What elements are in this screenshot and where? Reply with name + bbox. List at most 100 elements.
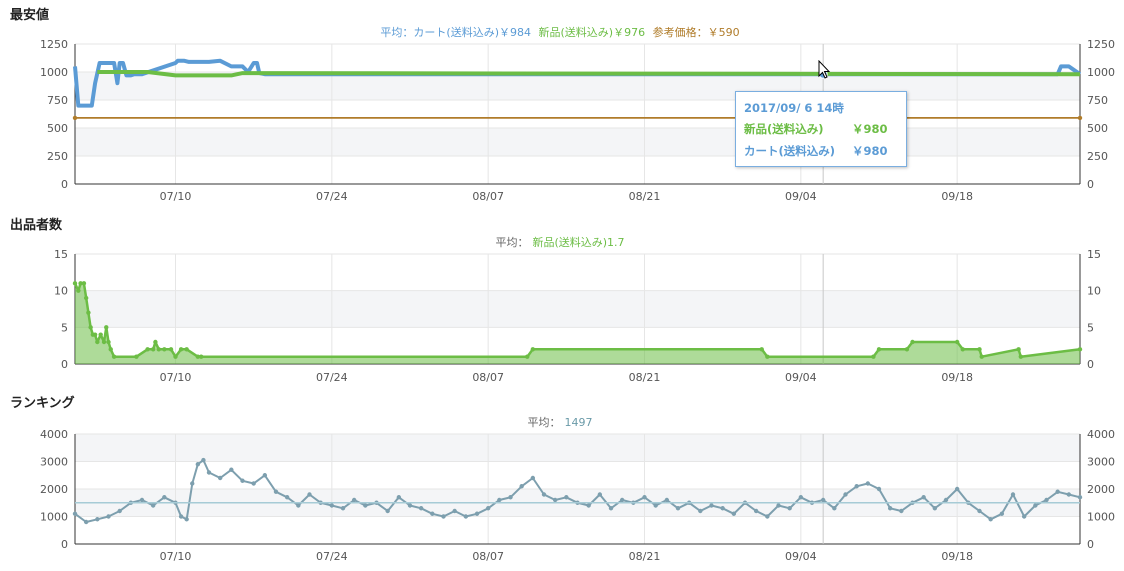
ranking-series-0-point	[709, 503, 714, 508]
price-tooltip: 2017/09/ 6 14時 新品(送料込み) ￥980 カート(送料込み) ￥…	[735, 91, 907, 167]
price-series-2-point	[72, 115, 78, 121]
price-ytick-right: 1250	[1087, 38, 1115, 51]
price-ytick-left: 250	[47, 150, 68, 163]
ranking-ytick-left: 1000	[40, 511, 68, 524]
ranking-series-0-point	[351, 497, 357, 503]
ranking-series-0-point	[139, 497, 145, 503]
sellers-ytick-left: 10	[54, 285, 68, 298]
ranking-series-0-point	[564, 495, 569, 500]
ranking-series-0-point	[776, 503, 781, 508]
price-xtick: 08/21	[629, 190, 661, 203]
legend-reference-price[interactable]: 参考価格：￥590	[652, 26, 740, 39]
ranking-series-0-point	[106, 514, 111, 519]
sellers-series-0-point	[104, 325, 109, 330]
ranking-series-0-point	[541, 492, 547, 497]
sellers-chart: 0 0 5 5 10 10 15 15 07/10 07/24 08/07 08/21 09/04 09/…	[54, 248, 1101, 384]
ranking-series-0-point	[843, 492, 848, 497]
price-xtick: 09/04	[785, 190, 817, 203]
ranking-series-0-point	[117, 508, 122, 514]
ranking-series-0-point	[262, 473, 268, 478]
sellers-series-0-point	[184, 347, 189, 352]
sellers-series-0-point	[150, 347, 156, 352]
sellers-ytick-right: 15	[1087, 248, 1101, 261]
ranking-series-0-point	[206, 470, 212, 475]
ranking-series-0-point	[240, 478, 245, 483]
sellers-series-0-point	[1077, 347, 1083, 352]
ranking-series-0-point	[251, 481, 256, 486]
sellers-series-0-point	[979, 354, 984, 359]
price-ytick-right: 500	[1087, 122, 1108, 135]
price-ytick-left: 0	[61, 178, 68, 191]
price-xtick: 07/10	[160, 190, 192, 203]
tooltip-new-value: ￥980	[852, 122, 888, 136]
ranking-series-0-point	[178, 514, 184, 519]
sellers-xtick: 09/04	[785, 371, 817, 384]
ranking-series-0-point	[999, 511, 1005, 516]
sellers-series-0-point	[92, 332, 98, 337]
ranking-series-0-point	[1055, 489, 1060, 494]
price-xtick: 09/18	[941, 190, 973, 203]
ranking-series-0-point	[1066, 492, 1072, 497]
ranking-series-0-point	[597, 492, 603, 497]
legend-sellers-average[interactable]: 新品(送料込み)1.7	[532, 236, 625, 249]
ranking-series-0-line	[74, 459, 1081, 523]
ranking-series-0-point	[72, 511, 78, 516]
sellers-xtick: 07/24	[316, 371, 348, 384]
price-series-1-line	[97, 70, 1081, 78]
ranking-series-0-point	[396, 495, 402, 500]
ranking-series-0-point	[329, 503, 335, 508]
ranking-series-0-point	[865, 481, 871, 486]
ranking-series-0-point	[954, 486, 960, 492]
ranking-series-0-point	[452, 508, 457, 514]
ranking-series-0-point	[190, 481, 195, 486]
price-legend: 平均：カート(送料込み)￥984 新品(送料込み)￥976 参考価格：￥590	[0, 24, 1124, 40]
sellers-series-0-point	[1016, 347, 1021, 352]
ranking-ytick-right: 4000	[1087, 428, 1115, 441]
ranking-series-0-point	[943, 497, 949, 503]
sellers-series-0-point	[86, 310, 91, 315]
ranking-series-0-point	[887, 506, 893, 511]
ranking-ytick-left: 4000	[40, 428, 68, 441]
ranking-series-0-point	[418, 506, 424, 511]
ranking-xtick: 07/10	[160, 550, 192, 563]
mouse-pointer-icon	[818, 60, 831, 79]
ranking-series-0-point	[83, 519, 89, 525]
sellers-series-0-point	[765, 354, 770, 359]
ranking-series-0-point	[854, 484, 859, 489]
sellers-series-0-point	[134, 354, 139, 359]
ranking-series-0-point	[832, 506, 837, 511]
sellers-chart-title: 出品者数	[10, 218, 63, 233]
ranking-series-0-point	[184, 517, 189, 522]
ranking-series-0-point	[485, 506, 491, 511]
sellers-series-0-point	[83, 295, 89, 301]
sellers-series-0-point	[954, 339, 960, 345]
sellers-ytick-right: 5	[1087, 321, 1094, 334]
sellers-series-0-point	[95, 339, 100, 345]
sellers-ytick-left: 0	[61, 358, 68, 371]
tooltip-row-new: 新品(送料込み) ￥980	[744, 121, 900, 137]
sellers-xtick: 09/18	[941, 371, 973, 384]
ranking-legend: 平均： 1497	[0, 414, 1124, 430]
ranking-series-0-point	[675, 506, 681, 511]
ranking-series-0-point	[1010, 492, 1016, 497]
ranking-series-0-point	[653, 503, 658, 508]
ranking-series-0-point	[162, 495, 167, 500]
legend-cart-average[interactable]: 平均：カート(送料込み)￥984	[380, 26, 531, 39]
sellers-series-0-point	[876, 347, 882, 352]
ranking-series-0-point	[340, 506, 346, 511]
sellers-series-0-point	[108, 347, 113, 352]
ranking-series-0-point	[1033, 503, 1038, 508]
ranking-series-0-point	[95, 517, 100, 522]
sellers-series-0-point	[78, 281, 83, 286]
ranking-series-0-point	[463, 514, 469, 519]
sellers-series-0-point	[530, 347, 536, 352]
legend-ranking-average[interactable]: 1497	[564, 416, 593, 429]
sellers-xtick: 08/07	[472, 371, 504, 384]
ranking-series-0-point	[284, 495, 290, 500]
sellers-series-0-point	[759, 347, 764, 352]
legend-new-average[interactable]: 新品(送料込み)￥976	[538, 26, 646, 39]
ranking-xtick: 07/24	[316, 550, 348, 563]
sellers-series-0-point	[1018, 354, 1024, 359]
